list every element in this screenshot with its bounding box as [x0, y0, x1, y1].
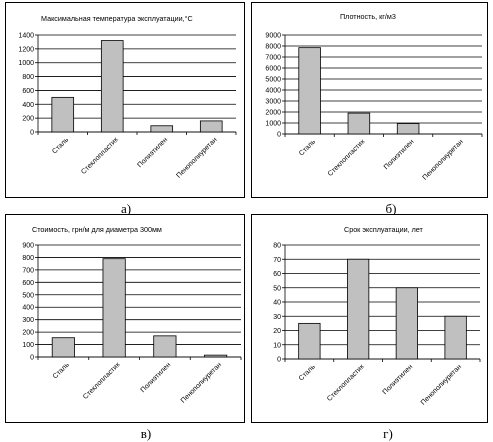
- chart-panel-cost: Стоимость, грн/м для диаметра 300мм 0 100 2…: [5, 214, 245, 423]
- y-tick-label: 300: [22, 317, 34, 324]
- y-tick-label: 7000: [265, 55, 281, 62]
- y-tick-label: 1000: [265, 121, 281, 128]
- x-tick-label: Пенополиуретан: [180, 361, 223, 404]
- y-tick-label: 500: [22, 292, 34, 299]
- chart-panel-density: Плотность, кг/м3 0 1000 2000 3000 4000 5000 600…: [251, 2, 488, 198]
- y-tick-label: 2000: [265, 110, 281, 117]
- x-tick-label: Полиэтилен: [383, 138, 416, 171]
- bar-сталь: [298, 322, 321, 360]
- y-tick-label: 80: [273, 243, 281, 250]
- y-tick-label: 6000: [265, 66, 281, 73]
- x-tick-label: Полиэтилен: [140, 361, 173, 394]
- y-tick-label: 0: [30, 130, 34, 137]
- y-tick-label: 60: [273, 271, 281, 278]
- y-tick-label: 1200: [18, 46, 34, 53]
- y-tick-label: 3000: [265, 99, 281, 106]
- bar-сталь: [51, 96, 75, 133]
- caption-b: б): [385, 201, 397, 216]
- y-tick-label: 200: [22, 116, 34, 123]
- bar-полиэтилен: [150, 125, 174, 133]
- caption-a: а): [120, 201, 132, 216]
- x-tick-label: Сталь: [51, 136, 70, 155]
- y-tick-label: 70: [273, 257, 281, 264]
- y-tick-label: 400: [22, 305, 34, 312]
- chart-density: Плотность, кг/м3 0 1000 2000 3000 4000 5000 600…: [265, 12, 483, 182]
- y-tick-label: 50: [273, 285, 281, 292]
- chart-lifetime: Срок эксплуатации, лет 0 10 20 30 40 50 60 70 80 С…: [273, 225, 481, 407]
- y-tick-label: 0: [30, 355, 34, 362]
- x-tick-label: Стеклопластик: [80, 136, 120, 176]
- y-tick-label: 800: [22, 255, 34, 262]
- x-tick-label: Стеклопластик: [82, 361, 122, 401]
- x-tick-label: Полиэтилен: [382, 363, 415, 396]
- y-tick-label: 5000: [265, 77, 281, 84]
- bar-стеклопластик: [102, 258, 126, 358]
- chart-title: Максимальная температура эксплуатации,°С: [41, 14, 193, 23]
- y-tick-label: 30: [273, 314, 281, 321]
- bar-сталь: [298, 47, 321, 135]
- y-tick-label: 40: [273, 300, 281, 307]
- x-tick-label: Стеклопластик: [326, 363, 366, 403]
- caption-v: в): [140, 426, 152, 441]
- y-tick-label: 9000: [265, 33, 281, 40]
- y-tick-label: 100: [22, 342, 34, 349]
- y-tick-label: 600: [22, 280, 34, 287]
- bar-полиэтилен: [395, 287, 418, 360]
- x-tick-label: Пенополиуретан: [420, 363, 463, 406]
- bar-полиэтилен: [153, 335, 177, 358]
- y-tick-label: 0: [277, 357, 281, 364]
- bar-полиэтилен: [396, 123, 420, 135]
- y-tick-label: 1400: [18, 33, 34, 40]
- bar-пенополиуретан: [199, 120, 223, 133]
- bar-стеклопластик: [347, 258, 370, 360]
- bar-пенополиуретан: [204, 354, 228, 358]
- chart-panel-lifetime: Срок эксплуатации, лет 0 10 20 30 40 50 60 70 80 С…: [251, 214, 488, 423]
- bar-пенополиуретан: [444, 315, 467, 360]
- y-tick-label: 1000: [18, 60, 34, 67]
- y-tick-label: 20: [273, 328, 281, 335]
- bar-стеклопластик: [100, 40, 124, 133]
- bar-сталь: [51, 337, 75, 358]
- x-tick-label: Пенополиуретан: [422, 138, 465, 181]
- x-tick-label: Стеклопластик: [327, 138, 367, 178]
- chart-cost: Стоимость, грн/м для диаметра 300мм 0 100 2…: [22, 225, 242, 405]
- chart-title: Стоимость, грн/м для диаметра 300мм: [32, 225, 162, 234]
- x-tick-label: Сталь: [298, 363, 317, 382]
- caption-g: г): [383, 426, 393, 441]
- chart-title: Плотность, кг/м3: [340, 12, 396, 21]
- y-tick-label: 600: [22, 88, 34, 95]
- chart-panel-temperature: Максимальная температура эксплуатации,°С…: [5, 2, 245, 198]
- x-tick-label: Сталь: [298, 138, 317, 157]
- y-tick-label: 400: [22, 102, 34, 109]
- y-tick-label: 4000: [265, 88, 281, 95]
- x-tick-label: Полиэтилен: [137, 136, 170, 169]
- chart-temperature: Максимальная температура эксплуатации,°С…: [18, 14, 237, 180]
- y-tick-label: 900: [22, 243, 34, 250]
- chart-title: Срок эксплуатации, лет: [344, 225, 424, 234]
- y-tick-label: 800: [22, 74, 34, 81]
- x-tick-label: Сталь: [52, 361, 71, 380]
- y-tick-label: 8000: [265, 44, 281, 51]
- y-tick-label: 10: [273, 342, 281, 349]
- x-tick-label: Пенополиуретан: [175, 136, 218, 179]
- y-tick-label: 200: [22, 330, 34, 337]
- y-tick-label: 0: [277, 132, 281, 139]
- bar-стеклопластик: [347, 112, 371, 135]
- y-tick-label: 700: [22, 267, 34, 274]
